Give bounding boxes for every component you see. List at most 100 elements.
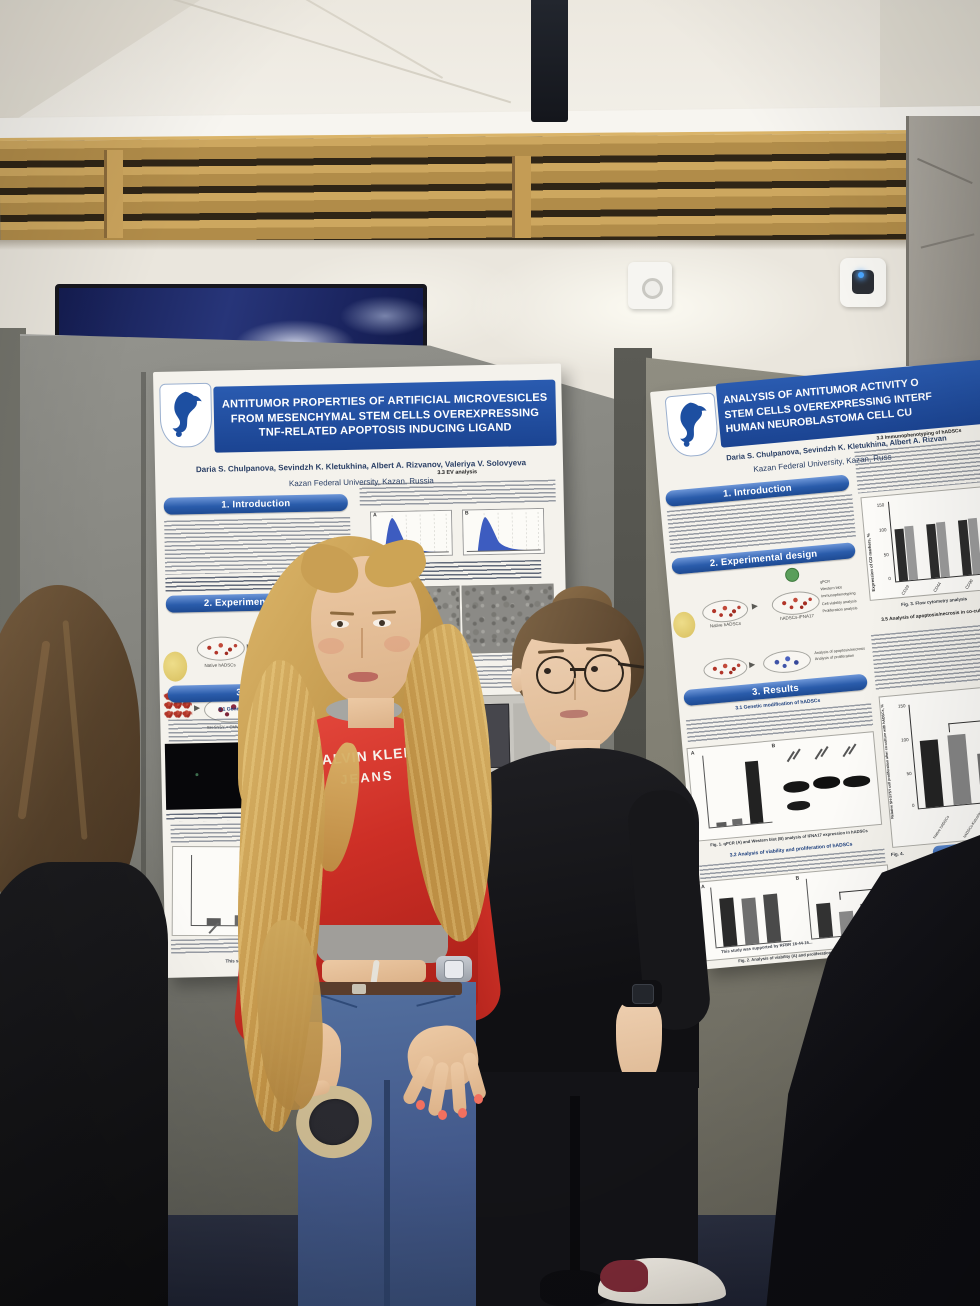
wood-post xyxy=(512,156,531,238)
woman1-iris xyxy=(379,620,385,626)
chart-bar xyxy=(744,760,764,824)
chart-bar xyxy=(816,902,834,938)
wood-post xyxy=(104,150,123,238)
painted-nail xyxy=(416,1100,425,1110)
y-tick: 50 xyxy=(883,552,889,558)
woman2-eye xyxy=(591,666,598,672)
glasses-bridge xyxy=(570,668,586,671)
y-tick: 150 xyxy=(876,502,885,508)
chart-axis xyxy=(190,855,193,926)
woman2-hairline xyxy=(523,610,629,644)
adipose-tissue-icon xyxy=(162,651,188,682)
panel-letter: B xyxy=(771,743,776,750)
blot-band xyxy=(782,780,810,794)
dragon-icon xyxy=(172,391,202,438)
bystander-jacket xyxy=(0,862,168,1306)
y-tick: 0 xyxy=(911,802,915,808)
chart-bar xyxy=(947,733,972,806)
y-tick: 50 xyxy=(906,770,912,777)
apoptosis-paragraph xyxy=(870,623,980,691)
blot-band xyxy=(786,800,811,812)
petri-dish-ifna xyxy=(702,656,749,682)
wall-shadow-under-wood xyxy=(0,240,914,250)
screen-reflection xyxy=(340,296,430,336)
chart-bar xyxy=(732,818,743,826)
woman1-nose-line xyxy=(361,628,363,658)
adipose-tissue-icon xyxy=(672,610,697,639)
flow-histogram xyxy=(461,507,545,556)
woman2-leg-crease xyxy=(570,1096,580,1306)
y-tick: 150 xyxy=(897,703,906,709)
woman1-cheek-blush xyxy=(318,638,344,654)
chart-axis xyxy=(805,878,813,939)
ev-paragraph xyxy=(359,479,556,508)
university-shield-logo xyxy=(159,382,213,448)
board-seam xyxy=(141,372,146,982)
fig1-qpcr-westernblot: A B xyxy=(686,731,883,842)
chart-bar xyxy=(206,918,221,926)
y-tick: 100 xyxy=(900,737,909,743)
woman2-eye xyxy=(544,668,551,674)
fig4-y-axis-label: Relative SH-SY5Y cell proliferation afte… xyxy=(880,704,895,819)
section-introduction: 1. Introduction xyxy=(163,493,348,515)
blot-lane-label xyxy=(792,748,801,760)
dragon-icon xyxy=(680,402,707,447)
woman1-neck xyxy=(348,698,394,728)
blot-lane-label xyxy=(848,743,857,755)
watch-face xyxy=(632,984,654,1004)
x-category-label: Native hADSCs xyxy=(932,815,951,840)
belt-buckle xyxy=(352,984,366,994)
painted-nail xyxy=(438,1110,447,1120)
fig3-y-axis-label: Expression of CD markers, % xyxy=(865,533,876,592)
wood-slat-panel xyxy=(0,130,915,254)
sneaker-maroon-quarter xyxy=(600,1260,648,1292)
woman1-cheek-blush xyxy=(384,636,410,652)
panel-letter: A xyxy=(700,884,705,891)
status-led xyxy=(858,272,864,278)
y-tick: 0 xyxy=(888,575,892,582)
poster-title-bar: ANTITUMOR PROPERTIES OF ARTIFICIAL MICRO… xyxy=(213,379,557,453)
panel-letter: A xyxy=(372,512,377,519)
petri-dish-neuroblastoma xyxy=(762,648,812,675)
x-category-label: CD90 xyxy=(963,578,975,591)
woman1-iris xyxy=(337,621,343,627)
round-glasses-lens xyxy=(536,656,576,694)
significance-bracket xyxy=(948,719,980,733)
chart-axis xyxy=(908,704,919,809)
jeans-belt xyxy=(310,982,462,995)
painted-nail xyxy=(458,1108,467,1118)
chart-axis xyxy=(702,755,710,828)
fluorescent-speck xyxy=(195,773,199,777)
university-shield-logo xyxy=(664,392,720,459)
painted-nail xyxy=(474,1094,483,1104)
ceiling-pole xyxy=(531,0,568,122)
vector-tube-icon xyxy=(784,567,800,583)
fig4-caption: Fig. 4. xyxy=(890,850,905,858)
chart-bar xyxy=(741,897,760,945)
ceiling-corner-shade xyxy=(880,0,980,120)
x-category-label: hADSCs-Katushka2S xyxy=(962,805,980,839)
woman1-lips xyxy=(348,672,378,682)
x-category-label: CD44 xyxy=(932,581,943,593)
chart-bar xyxy=(919,739,944,808)
arrow-icon xyxy=(748,661,756,669)
dish-label: Native hADSCs xyxy=(709,620,742,629)
panel-letter: B xyxy=(795,875,800,882)
fig4-proliferation-chart: Relative SH-SY5Y cell proliferation afte… xyxy=(878,684,980,848)
analysis-label-list: qPCR Western blot Immunophenotyping Cell… xyxy=(820,576,863,615)
blot-band xyxy=(842,774,871,789)
dish-label: Native hADSCs xyxy=(204,662,236,668)
fig3-cd-marker-chart: Expression of CD markers, % 150 100 50 0… xyxy=(860,485,980,601)
shirt-hem-gray xyxy=(316,925,448,963)
x-category-label: CD29 xyxy=(900,584,911,596)
dish-label: hADSCs-IFNA17 xyxy=(779,613,815,622)
jeans-center-seam xyxy=(384,1080,390,1306)
sensor-window xyxy=(852,270,874,294)
blot-band xyxy=(812,775,841,790)
arrow-icon xyxy=(751,603,759,610)
panel-letter: A xyxy=(690,750,695,757)
round-glasses-lens xyxy=(584,654,624,692)
poster-right: ANALYSIS OF ANTITUMOR ACTIVITY O STEM CE… xyxy=(650,359,980,970)
woman2-nose-line xyxy=(574,678,576,700)
